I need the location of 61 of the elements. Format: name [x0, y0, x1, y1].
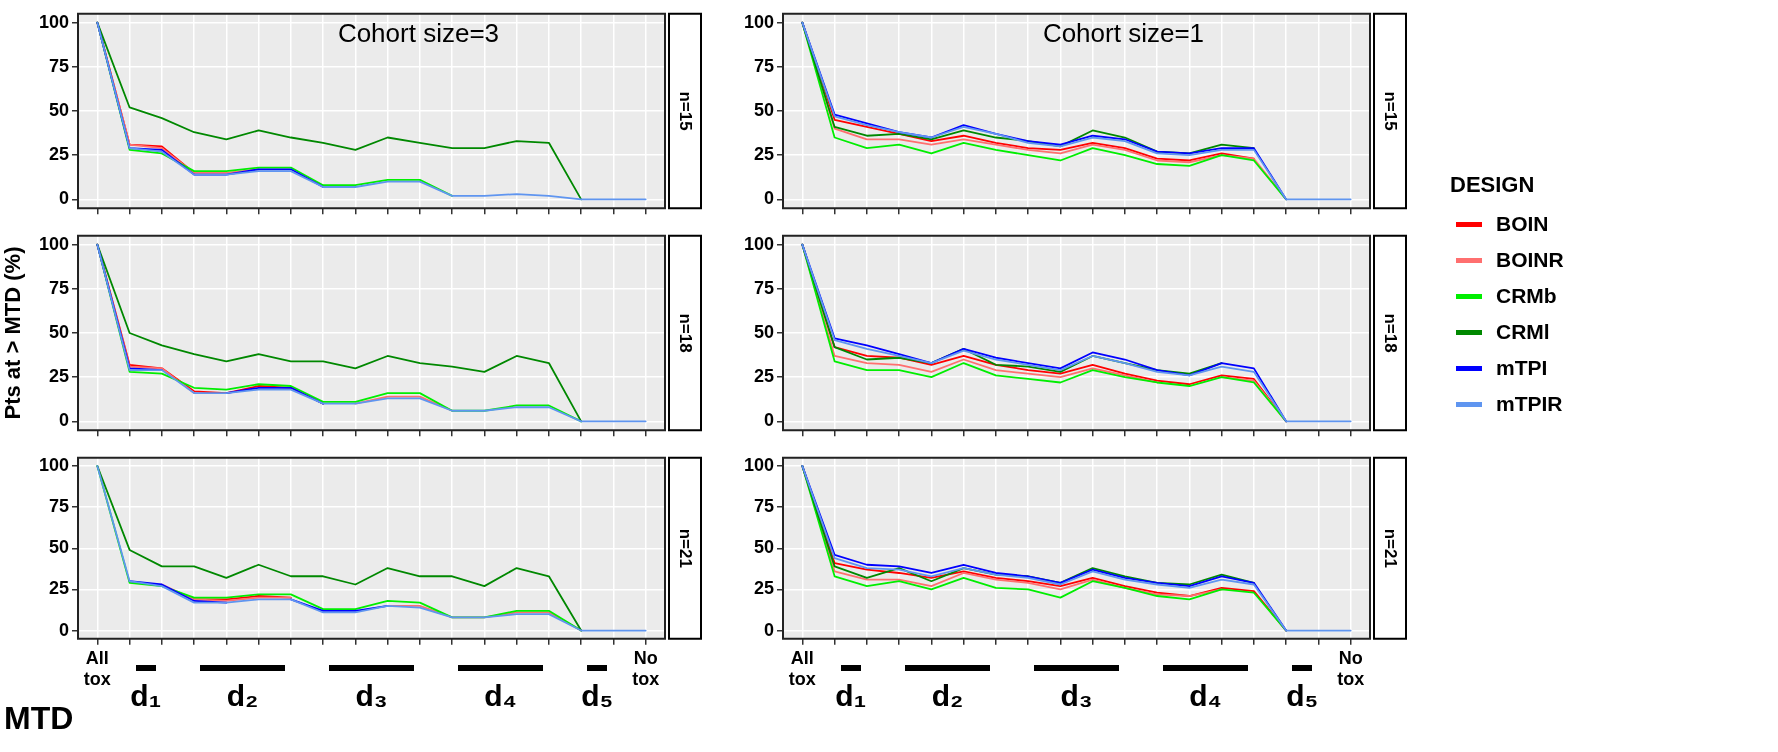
y-tick-label: 25	[753, 144, 774, 165]
legend-label: CRMl	[1496, 320, 1550, 344]
y-tick-label: 50	[48, 537, 69, 558]
legend-label: mTPIR	[1496, 392, 1563, 416]
text: d₂	[226, 678, 259, 713]
text: d₅	[581, 678, 614, 713]
y-tick-label: 0	[58, 188, 69, 209]
y-tick-label: 25	[753, 578, 774, 599]
text: n=18	[676, 313, 696, 353]
y-tick-label: 25	[753, 366, 774, 387]
y-tick-label: 50	[753, 99, 774, 120]
y-tick-label: 0	[763, 188, 774, 209]
y-tick-label: 75	[753, 55, 774, 76]
text: n=21	[1381, 528, 1401, 568]
y-tick-label: 100	[743, 233, 774, 254]
text: n=18	[1381, 313, 1401, 353]
y-tick-label: 0	[58, 410, 69, 431]
text: d₁	[835, 678, 867, 713]
y-tick-label: 75	[48, 496, 69, 517]
y-tick-label: 75	[48, 277, 69, 298]
text: d₄	[484, 678, 517, 713]
y-tick-label: 75	[48, 55, 69, 76]
y-tick-label: 100	[743, 455, 774, 475]
y-tick-label: 0	[763, 619, 774, 640]
legend-title: DESIGN	[1450, 172, 1536, 198]
legend-label: BOINR	[1496, 248, 1564, 272]
y-tick-label: 50	[48, 99, 69, 120]
y-tick-label: 75	[753, 277, 774, 298]
x-tick-label: No tox	[632, 647, 660, 690]
text: d₄	[1189, 678, 1222, 713]
x-tick-label: All tox	[83, 647, 111, 690]
legend-label: mTPI	[1496, 356, 1548, 380]
chart-title: Cohort size=3	[337, 17, 500, 48]
x-tick-label: All tox	[788, 647, 816, 690]
y-tick-label: 25	[48, 366, 69, 387]
y-tick-label: 100	[38, 233, 69, 254]
x-tick-label: No tox	[1337, 647, 1365, 690]
text: d₂	[931, 678, 964, 713]
y-tick-label: 25	[48, 578, 69, 599]
y-tick-label: 75	[753, 496, 774, 517]
text: n=21	[676, 528, 696, 568]
y-tick-label: 100	[743, 11, 774, 32]
text: d₃	[1060, 678, 1093, 713]
y-tick-label: 0	[58, 619, 69, 640]
legend-label: CRMb	[1496, 284, 1557, 308]
y-tick-label: 50	[753, 537, 774, 558]
y-axis-title: Pts at > MTD (%)	[0, 246, 26, 420]
text: d₅	[1286, 678, 1319, 713]
y-tick-label: 0	[763, 410, 774, 431]
y-tick-label: 50	[753, 321, 774, 342]
text: d₃	[355, 678, 388, 713]
x-axis-title: MTD	[4, 699, 74, 736]
y-tick-label: 50	[48, 321, 69, 342]
chart-title: Cohort size=1	[1042, 17, 1205, 48]
text: n=15	[1381, 91, 1401, 131]
y-tick-label: 25	[48, 144, 69, 165]
text: d₁	[130, 678, 162, 713]
text: n=15	[676, 91, 696, 131]
y-tick-label: 100	[38, 455, 69, 475]
y-tick-label: 100	[38, 11, 69, 32]
legend-label: BOIN	[1496, 212, 1549, 236]
